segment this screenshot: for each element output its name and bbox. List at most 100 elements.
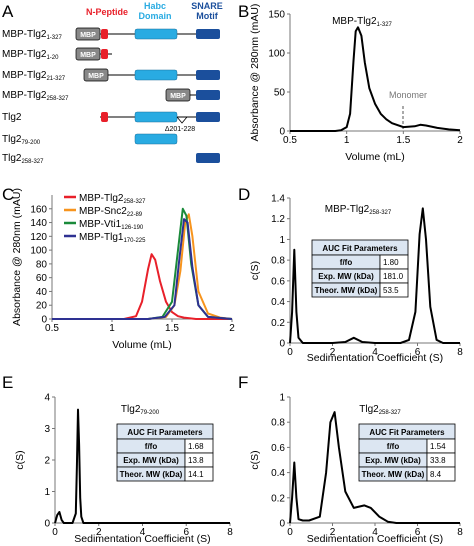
y-tick-label-c: 160 — [30, 204, 47, 215]
y-tick-label-c: 120 — [30, 232, 47, 243]
x-tick-label-c: 1 — [109, 323, 115, 334]
panel-d-legend: MBP-Tlg2258-327 — [325, 204, 392, 216]
habc-header-line2: Domain — [138, 11, 171, 21]
snare-header-line2: Motif — [196, 11, 218, 21]
y-tick-label-c: 100 — [30, 246, 47, 257]
y-axis-label-c: Absorbance @ 280nm (mAU) — [11, 188, 23, 326]
x-tick-label-b: 1.5 — [396, 135, 410, 146]
panel-c-legend: MBP-Tlg2258-327 MBP-Snc222-89 MBP-Vti112… — [64, 193, 146, 244]
table-row-label: f/fo — [145, 442, 158, 451]
construct-label: MBP-Tlg21-20 — [2, 49, 59, 61]
table-row-value: 13.8 — [188, 456, 204, 465]
panel-letter-b: B — [238, 2, 249, 21]
mbp-box — [75, 27, 101, 41]
x-tick-label-f: 0 — [287, 527, 293, 538]
x-tick-label-f: 2 — [330, 527, 336, 538]
x-tick-label-d: 6 — [415, 347, 421, 358]
y-tick-label-d: 0 — [279, 339, 285, 350]
y-tick-label-d: 0.8 — [271, 256, 285, 267]
y-tick-label-c: 0 — [41, 315, 47, 326]
x-axis-label-f: Sedimentation Coefficient (S) — [307, 533, 443, 545]
auc-table-f: AUC Fit Parameters f/fo 1.54 Exp. MW (kD… — [358, 423, 456, 482]
monomer-annotation: Monomer — [389, 90, 427, 100]
snare-box — [196, 112, 220, 122]
snare-header-line1: SNARE — [191, 1, 223, 11]
habc-box — [134, 69, 178, 81]
table-row-value: 1.80 — [383, 258, 399, 267]
table-row-label: Exp. MW (kDa) — [318, 272, 374, 281]
y-tick-label-c: 80 — [36, 259, 48, 270]
y-tick-label-c: 60 — [36, 273, 48, 284]
table-row-label: Theor. MW (kDa) — [362, 470, 425, 479]
x-tick-label-f: 4 — [372, 527, 378, 538]
x-tick-label-e: 2 — [96, 527, 102, 538]
panel-letter-d: D — [238, 185, 250, 204]
y-tick-label-b: 50 — [274, 88, 286, 99]
y-tick-label-f: 0.4 — [271, 468, 285, 479]
y-tick-label-f: 0.6 — [271, 443, 285, 454]
x-tick-label-c: 2 — [229, 323, 235, 334]
y-tick-label-d: 0.2 — [271, 318, 285, 329]
snare-box — [196, 90, 220, 100]
mbp-label: MBP — [80, 52, 96, 59]
mbp-box — [83, 68, 109, 82]
legend-entry: MBP-Tlg2258-327 — [79, 193, 146, 205]
legend-entry: MBP-Tlg1170-225 — [79, 232, 146, 244]
panel-letter-a: A — [2, 2, 14, 21]
y-tick-label-d: 1.4 — [271, 194, 285, 205]
x-tick-label-e: 4 — [140, 527, 146, 538]
npeptide-box — [101, 29, 108, 39]
y-axis-label-d: c(S) — [249, 261, 261, 280]
x-tick-label-d: 8 — [457, 347, 463, 358]
x-axis-label-d: Sedimentation Coefficient (S) — [307, 352, 443, 364]
npeptide-box — [101, 49, 108, 59]
y-tick-label-e: 4 — [44, 393, 50, 404]
table-row-value: 1.54 — [430, 442, 446, 451]
series-line-d — [289, 207, 460, 344]
y-tick-label-e: 1 — [44, 487, 50, 498]
y-tick-label-b: 150 — [268, 10, 285, 21]
npeptide-header: N-Peptide — [86, 7, 128, 17]
panel-b-legend: MBP-Tlg21-327 — [332, 16, 392, 28]
x-tick-label-d: 2 — [330, 347, 336, 358]
table-header: AUC Fit Parameters — [322, 244, 398, 253]
mbp-label: MBP — [170, 93, 186, 100]
x-tick-label-d: 4 — [372, 347, 378, 358]
table-row-label: Theor. MW (kDa) — [315, 286, 378, 295]
y-axis-label-f: c(S) — [249, 450, 261, 469]
mbp-box — [165, 88, 191, 102]
table-row-label: f/fo — [387, 442, 400, 451]
habc-box — [134, 28, 178, 40]
x-tick-label-e: 8 — [227, 527, 233, 538]
table-row-value: 8.4 — [430, 470, 442, 479]
y-axis-label-e: c(S) — [14, 450, 26, 469]
x-tick-label-f: 6 — [415, 527, 421, 538]
construct-label: Tlg2258-327 — [2, 153, 44, 165]
y-tick-label-b: 100 — [268, 49, 285, 60]
table-row-label: Exp. MW (kDa) — [123, 456, 179, 465]
y-tick-label-b: 0 — [279, 127, 285, 138]
x-tick-label-b: 1 — [344, 135, 350, 146]
y-tick-label-e: 2 — [44, 456, 50, 467]
mbp-label: MBP — [88, 73, 104, 80]
construct-label: Tlg2 — [2, 112, 22, 123]
table-row-value: 53.5 — [383, 286, 399, 295]
x-axis-label-b: Volume (mL) — [345, 151, 405, 163]
legend-entry: MBP-Snc222-89 — [79, 206, 143, 218]
legend-entry: MBP-Vti1126-190 — [79, 219, 144, 231]
table-row-value: 181.0 — [383, 272, 404, 281]
auc-table-d: AUC Fit Parameters f/fo 1.80 Exp. MW (kD… — [311, 239, 409, 298]
series-line-b — [290, 26, 461, 132]
y-tick-label-d: 1.2 — [271, 214, 285, 225]
y-tick-label-d: 1 — [279, 235, 285, 246]
panel-e-legend: Tlg279-200 — [121, 404, 160, 416]
series-line-f — [289, 411, 460, 524]
y-axis-label-b: Absorbance @ 280nm (mAU) — [249, 4, 261, 142]
y-tick-label-f: 0.2 — [271, 493, 285, 504]
y-tick-label-f: 1 — [279, 393, 285, 404]
panel-letter-c: C — [2, 185, 14, 204]
x-tick-label-f: 8 — [457, 527, 463, 538]
y-tick-label-c: 140 — [30, 218, 47, 229]
y-tick-label-f: 0.8 — [271, 418, 285, 429]
